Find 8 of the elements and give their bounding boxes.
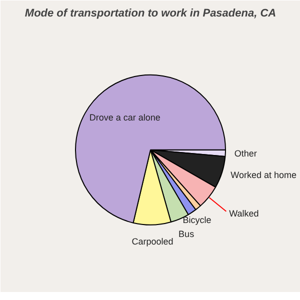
slice-label: Drove a car alone (89, 112, 160, 122)
slice-label: Worked at home (230, 170, 297, 180)
slice-label: Walked (229, 208, 259, 219)
slice-label: Bus (178, 229, 195, 240)
slice-label: Bicycle (182, 214, 212, 225)
chart-title: Mode of transportation to work in Pasadena, CA (24, 8, 276, 20)
slice-label: Other (234, 148, 257, 159)
slice-label: Carpooled (132, 236, 174, 246)
